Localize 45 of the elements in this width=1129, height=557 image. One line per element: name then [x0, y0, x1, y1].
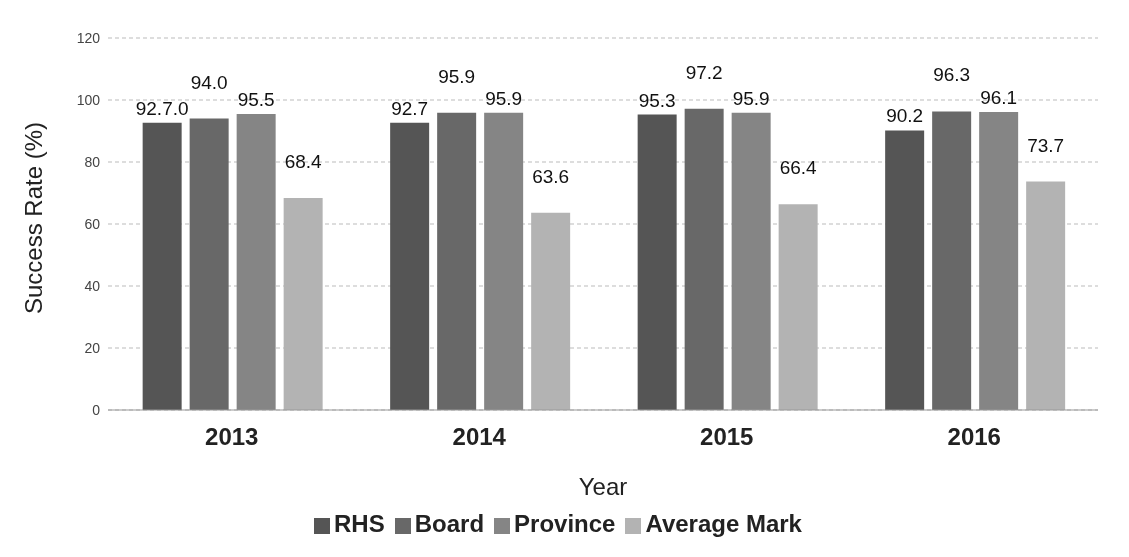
data-label: 94.0	[190, 71, 228, 93]
data-label: 73.7	[1027, 134, 1065, 156]
bar	[731, 112, 771, 410]
x-tick-label: 2015	[700, 423, 754, 451]
y-tick-label: 20	[84, 339, 101, 356]
y-tick-label: 60	[84, 215, 101, 232]
data-label: 97.2	[685, 61, 723, 83]
bar	[390, 122, 430, 410]
legend-label: Average Mark	[645, 510, 802, 537]
x-tick-label: 2013	[205, 423, 259, 451]
data-label: 90.2	[886, 105, 924, 127]
x-tick-label: 2016	[947, 423, 1001, 451]
data-label: 95.9	[732, 87, 770, 109]
y-tick-label: 40	[84, 277, 101, 294]
bar	[437, 112, 477, 410]
bar	[484, 112, 524, 410]
data-label: 96.1	[980, 87, 1018, 109]
data-label: 95.9	[485, 87, 523, 109]
y-tick-label: 80	[84, 153, 101, 170]
bar	[637, 114, 677, 410]
data-label: 68.4	[284, 150, 323, 172]
data-label: 96.3	[933, 64, 971, 86]
data-label: 95.3	[638, 89, 676, 111]
data-label: 95.5	[237, 88, 275, 110]
bar	[189, 118, 229, 410]
y-tick-label: 0	[92, 401, 101, 418]
y-tick-label: 120	[76, 29, 101, 46]
legend-label: Board	[414, 510, 485, 537]
y-tick-label: 100	[76, 91, 101, 108]
bar	[142, 122, 182, 410]
data-label: 66.4	[779, 157, 818, 179]
x-axis-title: Year	[578, 473, 628, 500]
legend-label: RHS	[334, 510, 385, 537]
legend-label: Province	[514, 510, 616, 537]
y-axis-title: Success Rate (%)	[19, 121, 47, 314]
data-label: 63.6	[532, 165, 570, 187]
data-label: 95.9	[438, 65, 476, 87]
bar	[979, 112, 1019, 410]
bar	[684, 108, 724, 410]
bar	[885, 130, 925, 410]
data-label: 92.7.0	[135, 97, 189, 119]
data-label: 92.7	[391, 97, 429, 119]
x-tick-label: 2014	[452, 423, 507, 451]
bar	[932, 111, 972, 410]
bar	[236, 113, 276, 410]
